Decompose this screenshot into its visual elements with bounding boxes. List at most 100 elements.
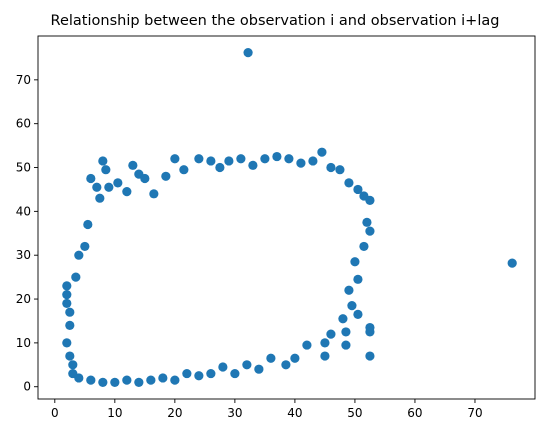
scatter-point [86, 375, 96, 385]
x-tick-label: 60 [407, 406, 422, 420]
y-tick-label: 70 [16, 73, 31, 87]
scatter-point [95, 193, 105, 203]
scatter-point [320, 338, 330, 348]
scatter-point [71, 272, 81, 282]
scatter-point [254, 364, 264, 374]
scatter-point [74, 373, 84, 383]
y-tick-label: 50 [16, 161, 31, 175]
x-tick-label: 50 [347, 406, 362, 420]
scatter-point [341, 340, 351, 350]
scatter-point [266, 353, 276, 363]
scatter-point [296, 158, 306, 168]
x-tick-label: 40 [287, 406, 302, 420]
scatter-point [134, 377, 144, 387]
scatter-point [290, 353, 300, 363]
y-tick-label: 10 [16, 336, 31, 350]
scatter-point [113, 178, 123, 188]
scatter-point [320, 351, 330, 361]
axes: 0 10 20 30 40 50 60 70 0 10 20 30 40 50 60 70 [16, 35, 536, 420]
scatter-point [194, 371, 204, 381]
scatter-point [62, 298, 72, 309]
scatter-point [68, 360, 78, 370]
y-tick-label: 20 [16, 292, 31, 306]
scatter-point [206, 156, 216, 166]
scatter-point [122, 187, 132, 197]
scatter-point [83, 219, 93, 230]
scatter-point [359, 241, 369, 252]
scatter-point [218, 362, 228, 372]
scatter-point [65, 320, 75, 330]
x-tick-label: 10 [107, 406, 122, 420]
scatter-point [215, 162, 225, 173]
scatter-point [182, 368, 192, 379]
scatter-point [122, 375, 132, 385]
scatter-point [101, 165, 111, 175]
plot-frame [37, 35, 536, 400]
y-tick-label: 0 [23, 380, 31, 394]
scatter-point [149, 189, 159, 199]
scatter-point [86, 173, 96, 184]
scatter-point [98, 156, 108, 166]
scatter-point [353, 184, 363, 195]
scatter-point [224, 156, 234, 166]
x-tick-label: 30 [227, 406, 242, 420]
scatter-point [146, 375, 156, 385]
scatter-point [308, 156, 318, 166]
scatter-point [347, 301, 357, 311]
scatter-point [65, 307, 75, 317]
scatter-point [507, 258, 517, 268]
scatter-point [350, 257, 360, 267]
chart-title: Relationship between the observation i a… [51, 13, 500, 29]
scatter-point [335, 165, 345, 175]
y-tick-label: 40 [16, 204, 31, 218]
scatter-point [302, 340, 312, 350]
scatter-point [284, 154, 294, 164]
scatter-point [161, 171, 171, 181]
y-tick-label: 60 [16, 117, 31, 131]
scatter-point [170, 375, 180, 385]
scatter-point [326, 162, 336, 173]
scatter-point [353, 309, 363, 319]
points-layer [62, 48, 517, 387]
scatter-point [80, 241, 90, 252]
scatter-point [338, 314, 348, 324]
x-tick-label: 70 [467, 406, 482, 420]
scatter-point [62, 281, 72, 291]
scatter-point [281, 360, 291, 370]
scatter-point [242, 360, 252, 370]
scatter-point [344, 178, 354, 188]
scatter-point [98, 377, 108, 387]
scatter-point [74, 250, 84, 260]
scatter-point [248, 160, 258, 170]
scatter-point [110, 377, 120, 387]
scatter-point [341, 327, 351, 337]
scatter-point [243, 48, 253, 58]
scatter-point [62, 338, 72, 348]
y-tick-label: 30 [16, 248, 31, 262]
scatter-point [194, 154, 204, 164]
scatter-point [272, 151, 282, 162]
scatter-point [104, 182, 114, 192]
scatter-point [62, 290, 72, 300]
scatter-point [128, 160, 138, 170]
scatter-point [170, 154, 180, 164]
scatter-point [365, 226, 375, 236]
scatter-point [365, 351, 375, 361]
scatter-point [236, 154, 246, 164]
scatter-point [326, 329, 336, 339]
scatter-point [365, 327, 375, 337]
scatter-point [65, 351, 75, 361]
scatter-point [230, 368, 240, 379]
scatter-point [353, 274, 363, 284]
scatter-point [260, 154, 270, 164]
scatter-point [365, 195, 375, 205]
scatter-point [158, 373, 168, 383]
scatter-point [179, 165, 189, 175]
x-tick-label: 20 [167, 406, 182, 420]
scatter-point [362, 217, 372, 227]
scatter-point [92, 182, 102, 192]
scatter-point [317, 147, 327, 157]
scatter-point [344, 285, 354, 295]
scatter-point [140, 173, 150, 184]
